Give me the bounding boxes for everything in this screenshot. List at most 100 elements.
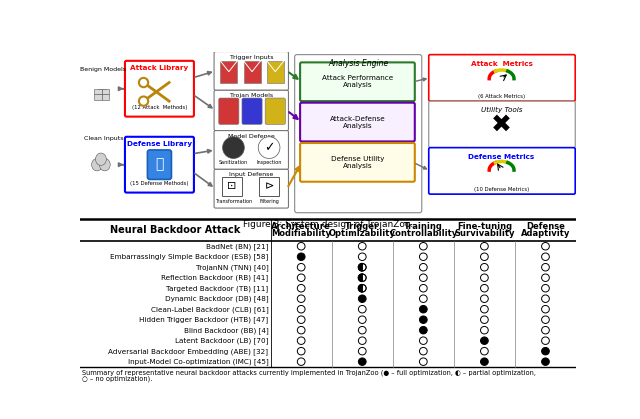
Text: Dynamic Backdoor (DB) [48]: Dynamic Backdoor (DB) [48] [164, 295, 268, 302]
Ellipse shape [99, 158, 110, 171]
FancyBboxPatch shape [300, 62, 415, 101]
Circle shape [298, 337, 305, 344]
Text: Trojan Models: Trojan Models [230, 93, 273, 98]
Circle shape [298, 358, 305, 365]
Text: Defense: Defense [526, 222, 565, 230]
Text: Latent Backdoor (LB) [70]: Latent Backdoor (LB) [70] [175, 337, 268, 344]
Text: Input Defense: Input Defense [229, 173, 273, 177]
Circle shape [481, 274, 488, 282]
FancyBboxPatch shape [214, 52, 289, 90]
Text: Blind Backdoor (BB) [4]: Blind Backdoor (BB) [4] [184, 327, 268, 334]
Circle shape [481, 316, 488, 323]
FancyBboxPatch shape [220, 61, 237, 83]
Text: Optimizability: Optimizability [329, 229, 396, 238]
Text: Inspection: Inspection [257, 160, 282, 165]
Circle shape [419, 295, 428, 303]
Circle shape [419, 337, 428, 344]
Circle shape [358, 326, 366, 334]
Circle shape [541, 264, 549, 271]
Text: Attack-Defense
Analysis: Attack-Defense Analysis [330, 116, 385, 129]
Polygon shape [358, 285, 362, 292]
Circle shape [481, 253, 488, 261]
Text: TrojanNN (TNN) [40]: TrojanNN (TNN) [40] [196, 264, 268, 271]
Circle shape [481, 305, 488, 313]
FancyBboxPatch shape [147, 150, 172, 179]
Circle shape [358, 264, 366, 271]
Text: Defense Metrics: Defense Metrics [468, 154, 535, 160]
Circle shape [481, 264, 488, 271]
Text: Transformation: Transformation [215, 199, 252, 204]
Circle shape [419, 326, 428, 334]
Text: Figure 3: System design of TrojanZoo.: Figure 3: System design of TrojanZoo. [243, 220, 413, 230]
Circle shape [541, 337, 549, 344]
Bar [94, 94, 102, 100]
Circle shape [358, 274, 366, 282]
Text: (12 Attack  Methods): (12 Attack Methods) [132, 105, 187, 110]
Circle shape [541, 326, 549, 334]
FancyBboxPatch shape [214, 169, 289, 208]
Circle shape [481, 358, 488, 365]
Text: Defense Library: Defense Library [127, 141, 192, 147]
Ellipse shape [92, 158, 102, 171]
Circle shape [419, 285, 428, 292]
Text: Trigger: Trigger [345, 222, 380, 230]
Circle shape [358, 285, 366, 292]
Circle shape [481, 285, 488, 292]
Circle shape [298, 347, 305, 355]
Circle shape [419, 264, 428, 271]
FancyBboxPatch shape [300, 143, 415, 182]
FancyBboxPatch shape [214, 90, 289, 131]
Text: Trigger Inputs: Trigger Inputs [230, 54, 273, 59]
Circle shape [298, 295, 305, 303]
Text: BadNet (BN) [21]: BadNet (BN) [21] [206, 243, 268, 250]
Circle shape [298, 305, 305, 313]
Circle shape [139, 78, 148, 87]
Circle shape [541, 358, 549, 365]
Circle shape [358, 358, 366, 365]
Text: Training: Training [404, 222, 443, 230]
Circle shape [481, 337, 488, 344]
Circle shape [419, 253, 428, 261]
Text: Modifiability: Modifiability [271, 229, 331, 238]
Circle shape [298, 253, 305, 261]
Circle shape [298, 274, 305, 282]
FancyBboxPatch shape [219, 98, 239, 124]
Text: Filtering: Filtering [259, 199, 279, 204]
Circle shape [541, 295, 549, 303]
Text: ⛨: ⛨ [155, 158, 163, 172]
Bar [102, 94, 109, 100]
Circle shape [541, 285, 549, 292]
Ellipse shape [95, 153, 106, 166]
Circle shape [419, 347, 428, 355]
Text: Architecture: Architecture [271, 222, 331, 230]
Text: ○ – no optimization).: ○ – no optimization). [81, 376, 152, 383]
Text: Utility Tools: Utility Tools [481, 107, 522, 114]
Circle shape [419, 274, 428, 282]
Circle shape [358, 305, 366, 313]
Text: (10 Defense Metrics): (10 Defense Metrics) [474, 187, 529, 192]
FancyBboxPatch shape [259, 177, 279, 196]
Text: Attack Performance
Analysis: Attack Performance Analysis [322, 75, 393, 88]
Circle shape [419, 316, 428, 323]
Text: Neural Backdoor Attack: Neural Backdoor Attack [110, 225, 241, 235]
Circle shape [541, 274, 549, 282]
Text: Sanitization: Sanitization [219, 160, 248, 165]
Text: Adversarial Backdoor Embedding (ABE) [32]: Adversarial Backdoor Embedding (ABE) [32… [108, 348, 268, 354]
Circle shape [298, 264, 305, 271]
Text: ⊡: ⊡ [227, 181, 237, 191]
Circle shape [358, 243, 366, 250]
Text: Controllability: Controllability [389, 229, 458, 238]
Polygon shape [358, 264, 362, 271]
Text: (15 Defense Methods): (15 Defense Methods) [130, 181, 189, 186]
Circle shape [358, 337, 366, 344]
Circle shape [541, 316, 549, 323]
FancyBboxPatch shape [429, 54, 575, 101]
Text: (6 Attack Metrics): (6 Attack Metrics) [478, 94, 525, 99]
Circle shape [358, 295, 366, 303]
Circle shape [481, 295, 488, 303]
Text: Clean-Label Backdoor (CLB) [61]: Clean-Label Backdoor (CLB) [61] [150, 306, 268, 313]
Circle shape [223, 137, 244, 158]
Circle shape [481, 347, 488, 355]
Text: Defense Utility
Analysis: Defense Utility Analysis [331, 156, 384, 169]
Circle shape [419, 243, 428, 250]
